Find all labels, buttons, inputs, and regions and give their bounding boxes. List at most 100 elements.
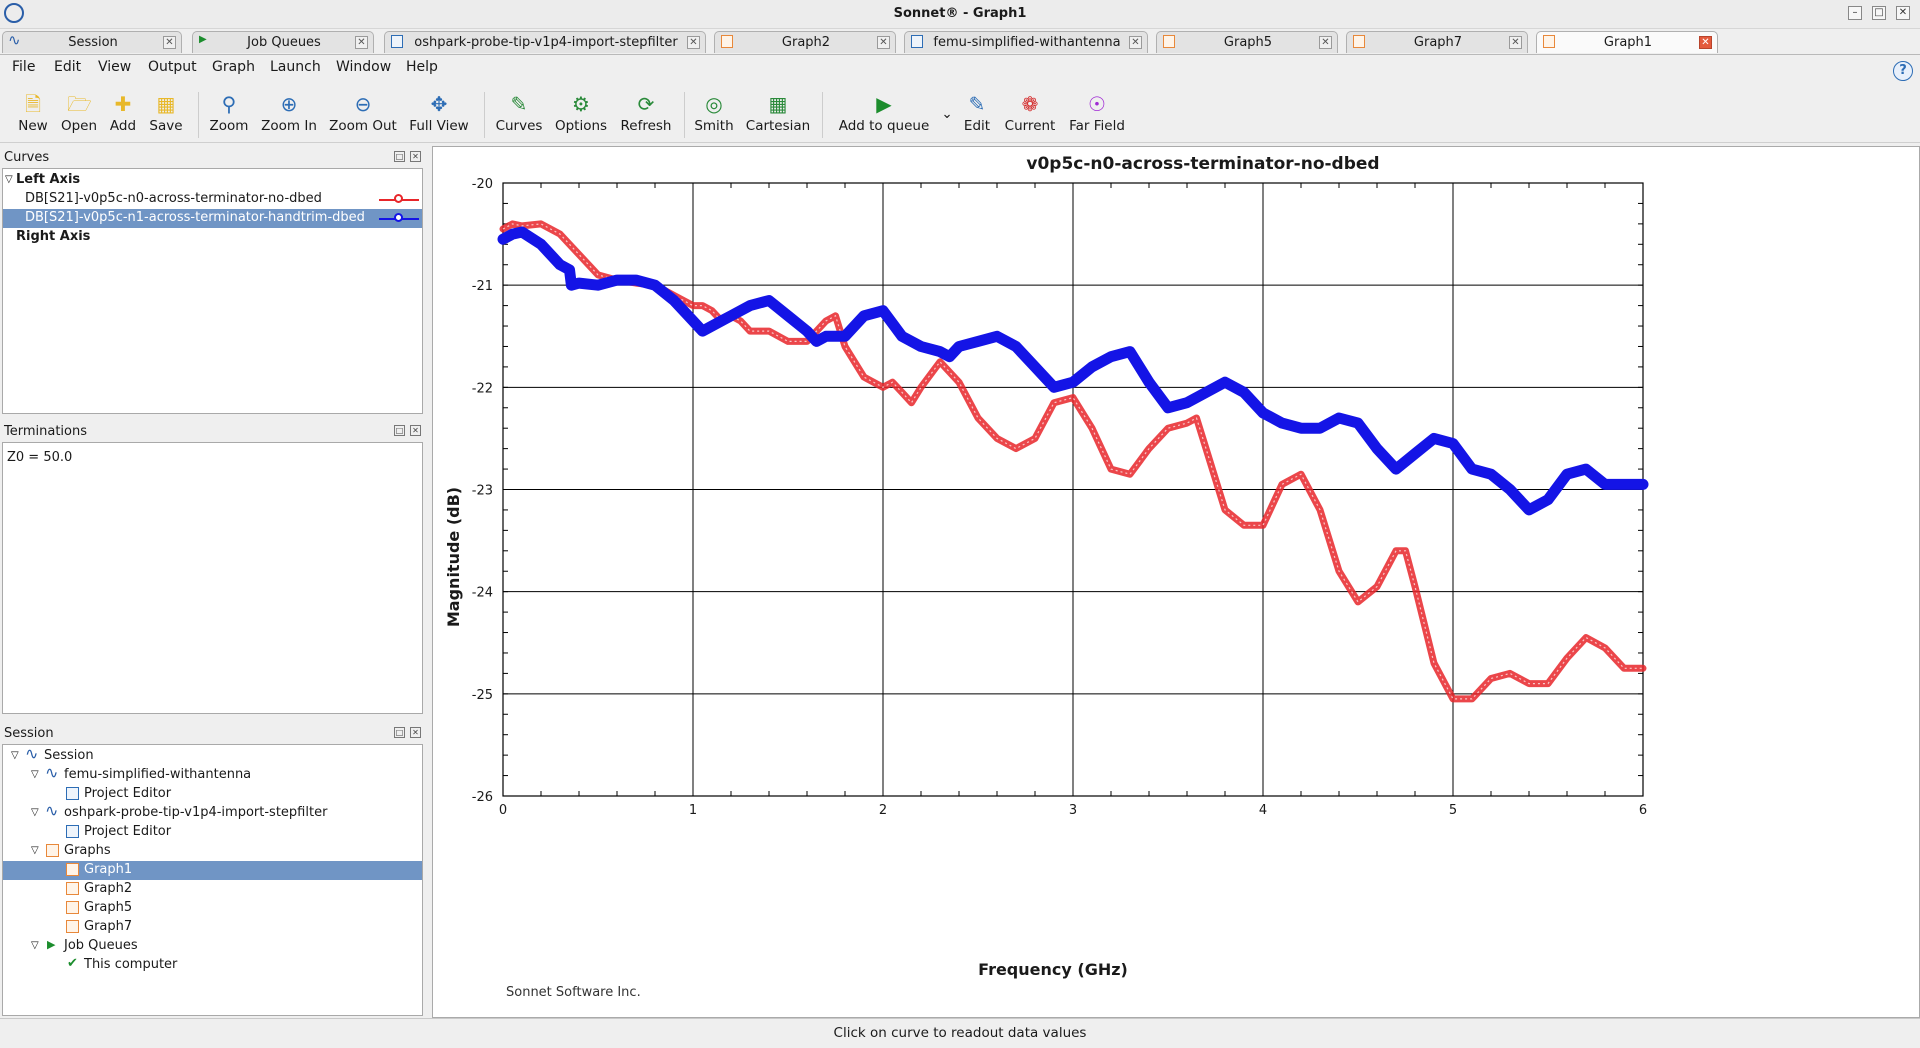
refresh-button[interactable]: ⟳ Refresh	[620, 92, 672, 134]
close-tab-icon[interactable]: ✕	[877, 36, 890, 49]
options-icon: ⚙	[572, 92, 590, 116]
tab-oshpark-probe[interactable]: oshpark-probe-tip-v1p4-import-stepfilter…	[384, 31, 706, 53]
series-line-2	[497, 226, 1649, 516]
add-folder-icon: ✚	[114, 92, 132, 116]
graph-icon	[1353, 35, 1365, 48]
far-field-button[interactable]: ☉ Far Field	[1069, 92, 1125, 134]
save-button[interactable]: ▦ Save	[149, 92, 183, 134]
smith-button[interactable]: ◎ Smith	[694, 92, 734, 134]
zoom-button[interactable]: ⚲ Zoom	[209, 92, 249, 134]
session-tree-item[interactable]: Graph7	[3, 918, 422, 937]
zoom-in-button[interactable]: ⊕ Zoom In	[261, 92, 317, 134]
y-tick-label: -23	[472, 484, 493, 499]
menu-graph[interactable]: Graph	[212, 59, 255, 75]
new-button[interactable]: 🗎 New	[18, 92, 48, 134]
options-button[interactable]: ⚙ Options	[554, 92, 608, 134]
tab-graph7[interactable]: Graph7 ✕	[1346, 31, 1528, 53]
session-icon	[45, 763, 59, 782]
curves-button[interactable]: ✎ Curves	[495, 92, 543, 134]
menu-view[interactable]: View	[98, 59, 132, 75]
close-panel-icon[interactable]: ✕	[410, 727, 421, 738]
graph-icon	[66, 920, 79, 933]
chevron-down-icon[interactable]: ▽	[31, 807, 39, 818]
right-axis-node[interactable]: Right Axis	[16, 229, 91, 244]
job-queue-icon	[199, 34, 211, 48]
menu-edit[interactable]: Edit	[54, 59, 82, 75]
toolbar-separator	[198, 92, 199, 138]
project-editor-icon	[66, 787, 79, 800]
tab-graph1[interactable]: Graph1 ✕	[1536, 31, 1718, 53]
chevron-down-icon[interactable]: ▽	[31, 769, 39, 780]
add-button[interactable]: ✚ Add	[109, 92, 137, 134]
document-tabs: Session ✕ Job Queues ✕ oshpark-probe-tip…	[0, 30, 1920, 55]
tab-session[interactable]: Session ✕	[2, 31, 182, 53]
add-to-queue-dropdown[interactable]: ⌄	[941, 106, 952, 122]
cartesian-button[interactable]: ▦ Cartesian	[745, 92, 811, 134]
tab-femu-simplified[interactable]: femu-simplified-withantenna ✕	[904, 31, 1148, 53]
toolbar-separator	[484, 92, 485, 138]
float-panel-icon[interactable]: □	[394, 727, 405, 738]
close-tab-icon[interactable]: ✕	[1699, 36, 1712, 49]
chart-svg[interactable]: v0p5c-n0-across-terminator-no-dbed Frequ…	[433, 147, 1919, 1017]
close-tab-icon[interactable]: ✕	[1319, 36, 1332, 49]
maximize-icon[interactable]: □	[1872, 6, 1886, 20]
current-button[interactable]: ❁ Current	[1004, 92, 1056, 134]
minimize-icon[interactable]: –	[1848, 6, 1862, 20]
session-tree-item[interactable]: ▽Session	[3, 744, 422, 766]
chevron-down-icon[interactable]: ▽	[11, 750, 19, 761]
curve-item-handtrim-dbed[interactable]: DB[S21]-v0p5c-n1-across-terminator-handt…	[3, 209, 422, 228]
zoom-out-button[interactable]: ⊖ Zoom Out	[329, 92, 397, 134]
curves-panel-header: Curves □ ✕	[0, 147, 425, 167]
chevron-down-icon: ▽	[5, 174, 13, 185]
close-tab-icon[interactable]: ✕	[163, 36, 176, 49]
sonnet-logo-icon	[4, 3, 24, 23]
x-tick-label: 4	[1259, 803, 1267, 818]
session-tree-item[interactable]: ▽Job Queues	[3, 937, 422, 956]
full-view-button[interactable]: ✥ Full View	[409, 92, 469, 134]
window-title: Sonnet® - Graph1	[893, 6, 1027, 21]
close-window-icon[interactable]: ✕	[1896, 6, 1910, 20]
session-tree-item[interactable]: Project Editor	[3, 823, 422, 842]
session-tree-item[interactable]: ▽ Graphs	[31, 843, 111, 858]
close-panel-icon[interactable]: ✕	[410, 425, 421, 436]
close-tab-icon[interactable]: ✕	[1509, 36, 1522, 49]
y-tick-label: -22	[472, 381, 493, 396]
graph-icon	[1543, 35, 1555, 48]
curve-item-no-dbed[interactable]: DB[S21]-v0p5c-n0-across-terminator-no-db…	[3, 190, 422, 209]
menu-file[interactable]: File	[12, 59, 36, 75]
tab-job-queues[interactable]: Job Queues ✕	[192, 31, 374, 53]
open-button[interactable]: 🗁 Open	[60, 92, 98, 134]
menu-window[interactable]: Window	[336, 59, 392, 75]
close-tab-icon[interactable]: ✕	[1129, 36, 1142, 49]
session-tree-item[interactable]: Graph2	[3, 880, 422, 899]
menu-output[interactable]: Output	[148, 59, 197, 75]
close-panel-icon[interactable]: ✕	[410, 151, 421, 162]
chart-title: v0p5c-n0-across-terminator-no-dbed	[1026, 154, 1379, 174]
menu-help[interactable]: Help	[406, 59, 438, 75]
left-axis-node[interactable]: ▽ Left Axis	[5, 172, 81, 187]
tab-graph5[interactable]: Graph5 ✕	[1156, 31, 1338, 53]
job-queue-icon	[46, 938, 59, 952]
menu-launch[interactable]: Launch	[270, 59, 321, 75]
help-icon[interactable]: ?	[1893, 61, 1913, 81]
session-tree-item[interactable]: ▽femu-simplified-withantenna	[3, 763, 422, 785]
graph-icon	[1163, 35, 1175, 48]
session-tree-item[interactable]: This computer	[3, 956, 422, 975]
tab-graph2[interactable]: Graph2 ✕	[714, 31, 896, 53]
session-tree-item[interactable]: Project Editor	[3, 785, 422, 804]
add-to-queue-button[interactable]: ▶ Add to queue	[838, 92, 930, 134]
session-tree-item[interactable]: ▽oshpark-probe-tip-v1p4-import-stepfilte…	[3, 801, 422, 823]
chevron-down-icon[interactable]: ▽	[31, 845, 39, 856]
float-panel-icon[interactable]: □	[394, 425, 405, 436]
session-tree-item[interactable]: Graph5	[3, 899, 422, 918]
graph-icon	[66, 863, 79, 876]
session-tree-item[interactable]: Graph1	[3, 861, 422, 880]
full-view-icon: ✥	[430, 92, 448, 116]
session-panel-header: Session □ ✕	[0, 723, 425, 743]
edit-button[interactable]: ✎ Edit	[963, 92, 991, 134]
curve-legend-marker	[394, 213, 403, 222]
chevron-down-icon[interactable]: ▽	[31, 940, 39, 951]
close-tab-icon[interactable]: ✕	[687, 36, 700, 49]
close-tab-icon[interactable]: ✕	[355, 36, 368, 49]
float-panel-icon[interactable]: □	[394, 151, 405, 162]
